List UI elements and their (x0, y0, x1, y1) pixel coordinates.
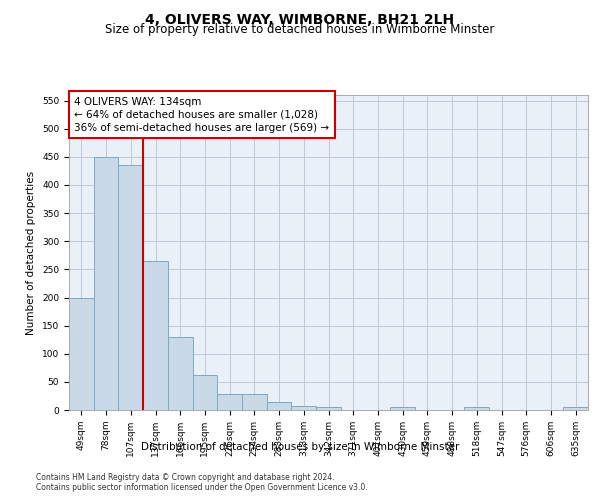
Bar (94, 157, 118, 410)
Text: Contains HM Land Registry data © Crown copyright and database right 2024.: Contains HM Land Registry data © Crown c… (36, 472, 335, 482)
Bar (464, 407, 489, 410)
Bar (316, 406, 341, 410)
Text: Size of property relative to detached houses in Wimborne Minster: Size of property relative to detached ho… (106, 22, 494, 36)
Bar (193, 375, 217, 410)
Bar (292, 406, 316, 410)
Bar (143, 261, 168, 410)
Text: Contains public sector information licensed under the Open Government Licence v3: Contains public sector information licen… (36, 482, 368, 492)
Bar (563, 407, 588, 410)
Bar (242, 394, 267, 410)
Y-axis label: Number of detached properties: Number of detached properties (26, 170, 37, 334)
Bar (267, 402, 292, 410)
Text: 4 OLIVERS WAY: 134sqm
← 64% of detached houses are smaller (1,028)
36% of semi-d: 4 OLIVERS WAY: 134sqm ← 64% of detached … (74, 96, 329, 133)
Bar (69, 298, 94, 410)
Bar (168, 337, 193, 410)
Bar (390, 406, 415, 410)
Bar (118, 166, 143, 410)
Bar (217, 394, 242, 410)
Text: 4, OLIVERS WAY, WIMBORNE, BH21 2LH: 4, OLIVERS WAY, WIMBORNE, BH21 2LH (145, 12, 455, 26)
Text: Distribution of detached houses by size in Wimborne Minster: Distribution of detached houses by size … (141, 442, 459, 452)
